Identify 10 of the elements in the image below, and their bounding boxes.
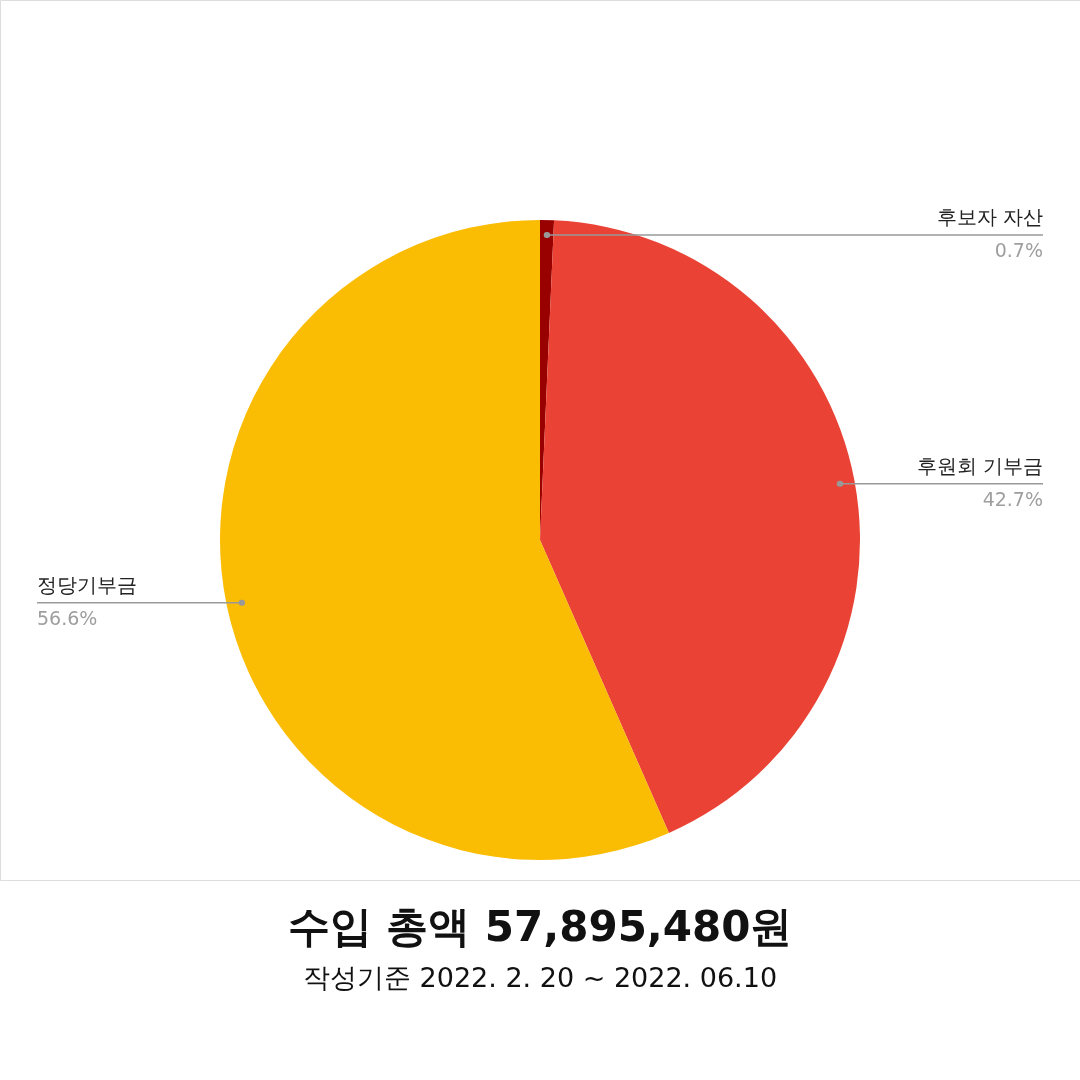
pie-slice <box>540 220 860 833</box>
slice-label: 정당기부금 <box>37 572 137 597</box>
pie-slice <box>220 220 669 860</box>
slice-label: 후원회 기부금 <box>916 453 1043 478</box>
text: 작성기준 2022. 2. 20 ~ 2022. 06.10 <box>302 962 778 993</box>
text: 수입 총액 57,895,480원 <box>287 902 793 951</box>
slice-label: 후보자 자산 <box>936 205 1043 230</box>
data-label: 56.6% <box>37 606 98 629</box>
data-label: 42.7% <box>982 487 1043 510</box>
data-label: 0.7% <box>994 239 1043 262</box>
